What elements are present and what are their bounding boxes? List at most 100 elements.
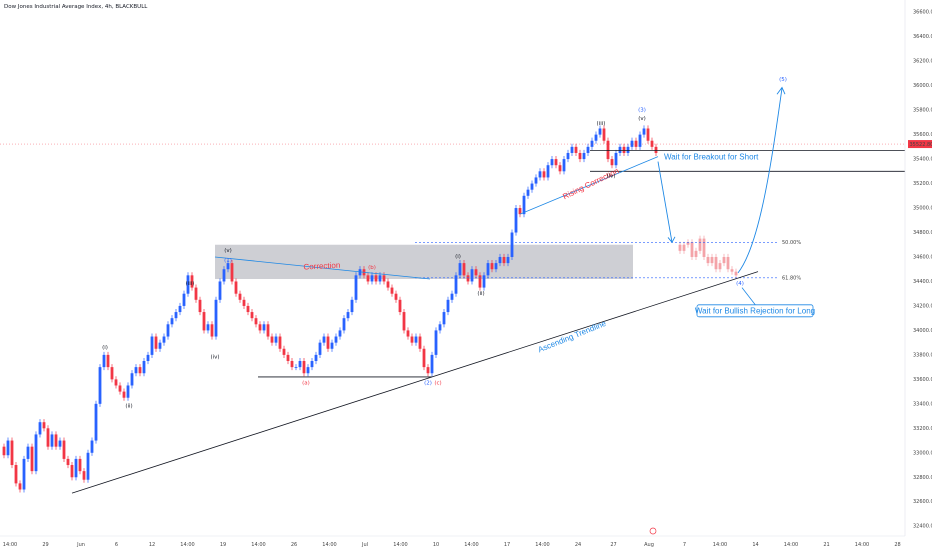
price-tick-label: 36000.00: [913, 83, 932, 89]
candle-body: [566, 152, 570, 160]
ascending-trendline-label: Ascending Trendline: [537, 319, 608, 355]
wave-label: (i): [102, 345, 108, 351]
candle-body: [562, 159, 566, 172]
time-tick-label: 14:00: [464, 542, 478, 548]
candle-body: [242, 299, 246, 306]
candle-body: [234, 281, 238, 294]
candle-body: [198, 299, 202, 313]
candle-body: [286, 354, 290, 362]
resistance-zone-rect: [215, 244, 633, 280]
candle-body: [606, 140, 610, 160]
candle-body: [50, 434, 54, 447]
candle-body: [366, 275, 370, 282]
arrowhead-up: [776, 86, 786, 95]
candle-body: [382, 275, 386, 282]
candle-body: [46, 428, 50, 447]
candle-body: [118, 385, 122, 392]
candle-body: [490, 263, 494, 270]
candle-body: [454, 275, 458, 294]
candle-body: [66, 458, 70, 466]
candle-body: [402, 312, 406, 331]
candle-body: [650, 140, 654, 147]
rising-correction-line: [519, 156, 659, 215]
candle-body: [502, 256, 506, 264]
candle-body: [446, 299, 450, 313]
candle-body: [622, 146, 626, 153]
candle-body: [322, 336, 326, 343]
candle-body: [574, 146, 578, 153]
wave-label: (iv): [606, 173, 615, 179]
candle-body: [406, 330, 410, 337]
candle-body: [206, 324, 210, 331]
candle-body: [186, 275, 190, 294]
time-tick-label: 14:00: [855, 542, 869, 548]
candle-body: [90, 440, 94, 453]
wave-label: (iv): [210, 355, 219, 361]
candle-body: [106, 354, 110, 368]
time-tick-label: 14:00: [180, 542, 194, 548]
candle-body: [590, 140, 594, 147]
candle-body: [270, 336, 274, 343]
time-tick-label: Jun: [76, 542, 85, 548]
candle-body: [30, 446, 34, 472]
price-tick-label: 35600.00: [913, 132, 932, 138]
candle-body: [278, 336, 282, 349]
candle-body: [654, 146, 658, 153]
candle-body: [398, 299, 402, 313]
candle-body: [6, 440, 10, 456]
price-tick-label: 36600.00: [913, 10, 932, 16]
current-price-label: 35522.80: [910, 142, 932, 148]
projection-body: [698, 238, 702, 251]
candle-body: [194, 287, 198, 300]
candle-body: [586, 146, 590, 153]
candle-body: [142, 361, 146, 374]
candle-body: [218, 281, 222, 300]
time-tick-label: 17: [504, 542, 510, 548]
projection-body: [722, 256, 726, 264]
price-tick-label: 35000.00: [913, 206, 932, 212]
candle-body: [22, 458, 26, 490]
candle-body: [390, 287, 394, 294]
candle-body: [38, 422, 42, 435]
time-tick-label: 21: [823, 542, 829, 548]
candle-body: [94, 403, 98, 441]
candle-body: [534, 177, 538, 184]
price-tick-label: 35400.00: [913, 157, 932, 163]
event-marker: [649, 527, 657, 535]
candle-body: [214, 299, 218, 337]
candle-body: [642, 128, 646, 135]
price-tick-label: 33400.00: [913, 401, 932, 407]
bullish-rejection-box: [696, 304, 814, 318]
candle-body: [374, 275, 378, 282]
price-tick-label: 32600.00: [913, 499, 932, 505]
candle-body: [282, 348, 286, 355]
candle-body: [126, 385, 130, 398]
candle-body: [254, 318, 258, 325]
current-price-tag: [908, 140, 932, 149]
candle-body: [226, 263, 230, 270]
projection-body: [734, 271, 738, 276]
candle-body: [134, 367, 138, 374]
candle-body: [598, 128, 602, 135]
candle-body: [86, 452, 90, 480]
candle-body: [110, 367, 114, 380]
candle-body: [102, 354, 106, 368]
time-axis: 14:00 29 Jun 6 12 14:00 19 14:00 26 14:00 Jul 14:00…: [0, 535, 905, 548]
wave-label: (v): [224, 248, 232, 254]
wave-label: (ii): [125, 404, 132, 410]
bullish-rejection-label: Wait for Bullish Rejection for Long: [695, 306, 815, 315]
candle-body: [2, 446, 6, 456]
breakout-short-label: Wait for Breakout for Short: [664, 153, 759, 162]
candle-body: [158, 342, 162, 349]
price-tick-label: 34400.00: [913, 279, 932, 285]
time-tick-label: 14:00: [784, 542, 798, 548]
candle-body: [638, 134, 642, 147]
candle-body: [210, 324, 214, 337]
candle-body: [162, 336, 166, 343]
candle-body: [222, 269, 226, 282]
time-tick-label: 14:00: [251, 542, 265, 548]
candle-body: [122, 391, 126, 398]
candle-body: [426, 367, 430, 374]
candle-body: [350, 299, 354, 313]
